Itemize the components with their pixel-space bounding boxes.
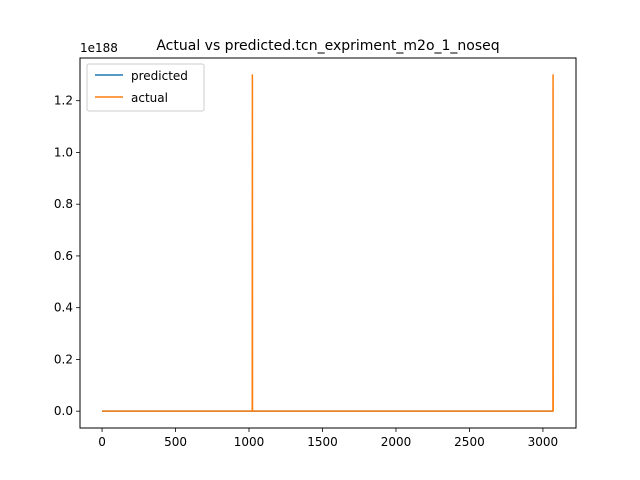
legend-label-predicted: predicted: [131, 69, 188, 83]
y-tick-label: 0.4: [54, 301, 73, 315]
x-tick-label: 500: [164, 435, 187, 449]
legend: predicted actual: [86, 63, 205, 112]
legend-label-actual: actual: [131, 91, 168, 105]
x-tick-label: 1500: [307, 435, 338, 449]
y-tick-label: 1.2: [54, 94, 73, 108]
y-axis-ticks: 0.0 0.2 0.4 0.6 0.8 1.0 1.2: [54, 94, 80, 418]
plot-lines: [102, 74, 554, 412]
y-tick-label: 0.8: [54, 197, 73, 211]
x-tick-label: 3000: [528, 435, 559, 449]
y-tick-label: 1.0: [54, 145, 73, 159]
x-tick-label: 2500: [454, 435, 485, 449]
plot-area-frame: [79, 57, 577, 429]
y-tick-label: 0.6: [54, 249, 73, 263]
x-tick-label: 1000: [234, 435, 265, 449]
x-axis-ticks: 0 500 1000 1500 2000 2500 3000: [98, 428, 558, 449]
y-tick-label: 0.2: [54, 352, 73, 366]
x-tick-label: 2000: [381, 435, 412, 449]
chart-title: Actual vs predicted.tcn_expriment_m2o_1_…: [156, 38, 499, 54]
series-line-actual: [102, 74, 554, 412]
y-axis-offset-label: 1e188: [80, 41, 118, 55]
x-tick-label: 0: [98, 435, 106, 449]
y-tick-label: 0.0: [54, 404, 73, 418]
